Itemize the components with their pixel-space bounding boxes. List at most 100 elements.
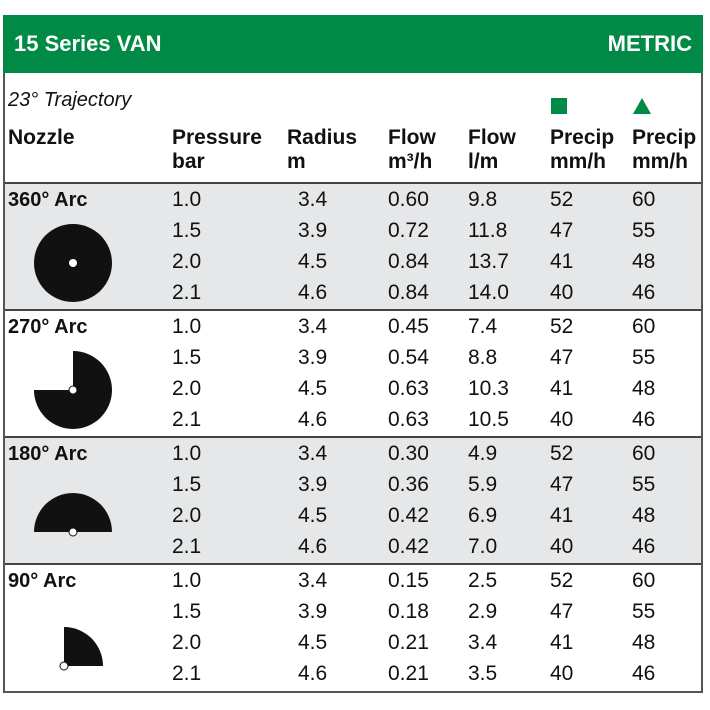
column-header: Precip xyxy=(550,126,615,149)
cell: 52 xyxy=(550,188,574,211)
cell: 3.4 xyxy=(298,442,328,465)
column-header: Flow xyxy=(468,126,516,149)
column-header: Precip xyxy=(632,126,697,149)
arc-label: 90° Arc xyxy=(8,570,77,592)
cell: 41 xyxy=(550,250,574,273)
cell: 1.0 xyxy=(172,188,202,211)
cell: 0.18 xyxy=(388,600,429,623)
cell: 48 xyxy=(632,250,656,273)
cell: 3.9 xyxy=(298,219,328,242)
cell: 0.60 xyxy=(388,188,429,211)
cell: 0.15 xyxy=(388,569,429,592)
cell: 10.3 xyxy=(468,377,509,400)
cell: 46 xyxy=(632,408,656,431)
cell: 7.0 xyxy=(468,535,498,558)
arc-icon xyxy=(34,351,112,429)
cell: 0.54 xyxy=(388,346,429,369)
cell: 5.9 xyxy=(468,473,498,496)
column-header: Pressure xyxy=(172,126,262,149)
cell: 3.4 xyxy=(298,569,328,592)
cell: 0.84 xyxy=(388,250,429,273)
cell: 0.72 xyxy=(388,219,429,242)
column-header: mm/h xyxy=(632,150,689,173)
cell: 46 xyxy=(632,535,656,558)
cell: 41 xyxy=(550,377,574,400)
cell: 2.1 xyxy=(172,662,202,685)
cell: 60 xyxy=(632,569,656,592)
cell: 0.63 xyxy=(388,377,429,400)
cell: 3.4 xyxy=(298,315,328,338)
cell: 0.84 xyxy=(388,281,429,304)
cell: 1.0 xyxy=(172,442,202,465)
cell: 55 xyxy=(632,473,656,496)
header-unit: METRIC xyxy=(607,31,692,56)
square-icon xyxy=(551,98,567,114)
cell: 60 xyxy=(632,442,656,465)
cell: 60 xyxy=(632,188,656,211)
cell: 11.8 xyxy=(468,219,508,242)
group-band xyxy=(5,436,701,563)
cell: 3.4 xyxy=(468,631,498,654)
cell: 47 xyxy=(550,219,574,242)
cell: 60 xyxy=(632,315,656,338)
cell: 41 xyxy=(550,504,574,527)
cell: 47 xyxy=(550,346,574,369)
cell: 40 xyxy=(550,408,574,431)
cell: 40 xyxy=(550,662,574,685)
cell: 3.5 xyxy=(468,662,498,685)
arc-icon xyxy=(34,224,112,302)
cell: 13.7 xyxy=(468,250,509,273)
cell: 4.5 xyxy=(298,377,328,400)
cell: 2.0 xyxy=(172,631,202,654)
arc-icon xyxy=(59,627,103,671)
cell: 4.6 xyxy=(298,535,328,558)
group-band xyxy=(5,563,701,690)
cell: 1.5 xyxy=(172,473,202,496)
cell: 2.1 xyxy=(172,408,202,431)
cell: 0.42 xyxy=(388,535,429,558)
cell: 3.9 xyxy=(298,473,328,496)
cell: 2.0 xyxy=(172,504,202,527)
cell: 46 xyxy=(632,281,656,304)
cell: 4.5 xyxy=(298,631,328,654)
column-header: m xyxy=(287,150,306,173)
column-header: mm/h xyxy=(550,150,607,173)
cell: 48 xyxy=(632,631,656,654)
arc-label: 360° Arc xyxy=(8,189,88,211)
cell: 2.0 xyxy=(172,377,202,400)
cell: 41 xyxy=(550,631,574,654)
cell: 10.5 xyxy=(468,408,509,431)
cell: 52 xyxy=(550,442,574,465)
cell: 4.6 xyxy=(298,662,328,685)
cell: 47 xyxy=(550,600,574,623)
cell: 4.9 xyxy=(468,442,498,465)
header-band xyxy=(3,15,703,73)
cell: 4.6 xyxy=(298,408,328,431)
cell: 52 xyxy=(550,315,574,338)
cell: 1.5 xyxy=(172,219,202,242)
cell: 48 xyxy=(632,504,656,527)
cell: 48 xyxy=(632,377,656,400)
cell: 55 xyxy=(632,346,656,369)
cell: 4.5 xyxy=(298,250,328,273)
cell: 4.5 xyxy=(298,504,328,527)
cell: 55 xyxy=(632,600,656,623)
cell: 1.0 xyxy=(172,569,202,592)
triangle-icon xyxy=(633,98,651,114)
cell: 8.8 xyxy=(468,346,498,369)
arc-icon xyxy=(34,493,112,537)
cell: 0.21 xyxy=(388,662,429,685)
cell: 2.9 xyxy=(468,600,498,623)
arc-label: 270° Arc xyxy=(8,316,88,338)
cell: 0.63 xyxy=(388,408,429,431)
cell: 3.9 xyxy=(298,346,328,369)
trajectory: 23° Trajectory xyxy=(8,89,132,111)
cell: 52 xyxy=(550,569,574,592)
cell: 40 xyxy=(550,281,574,304)
column-header: l/m xyxy=(468,150,499,173)
cell: 1.0 xyxy=(172,315,202,338)
cell: 0.42 xyxy=(388,504,429,527)
column-header: bar xyxy=(172,150,205,173)
cell: 2.1 xyxy=(172,281,202,304)
